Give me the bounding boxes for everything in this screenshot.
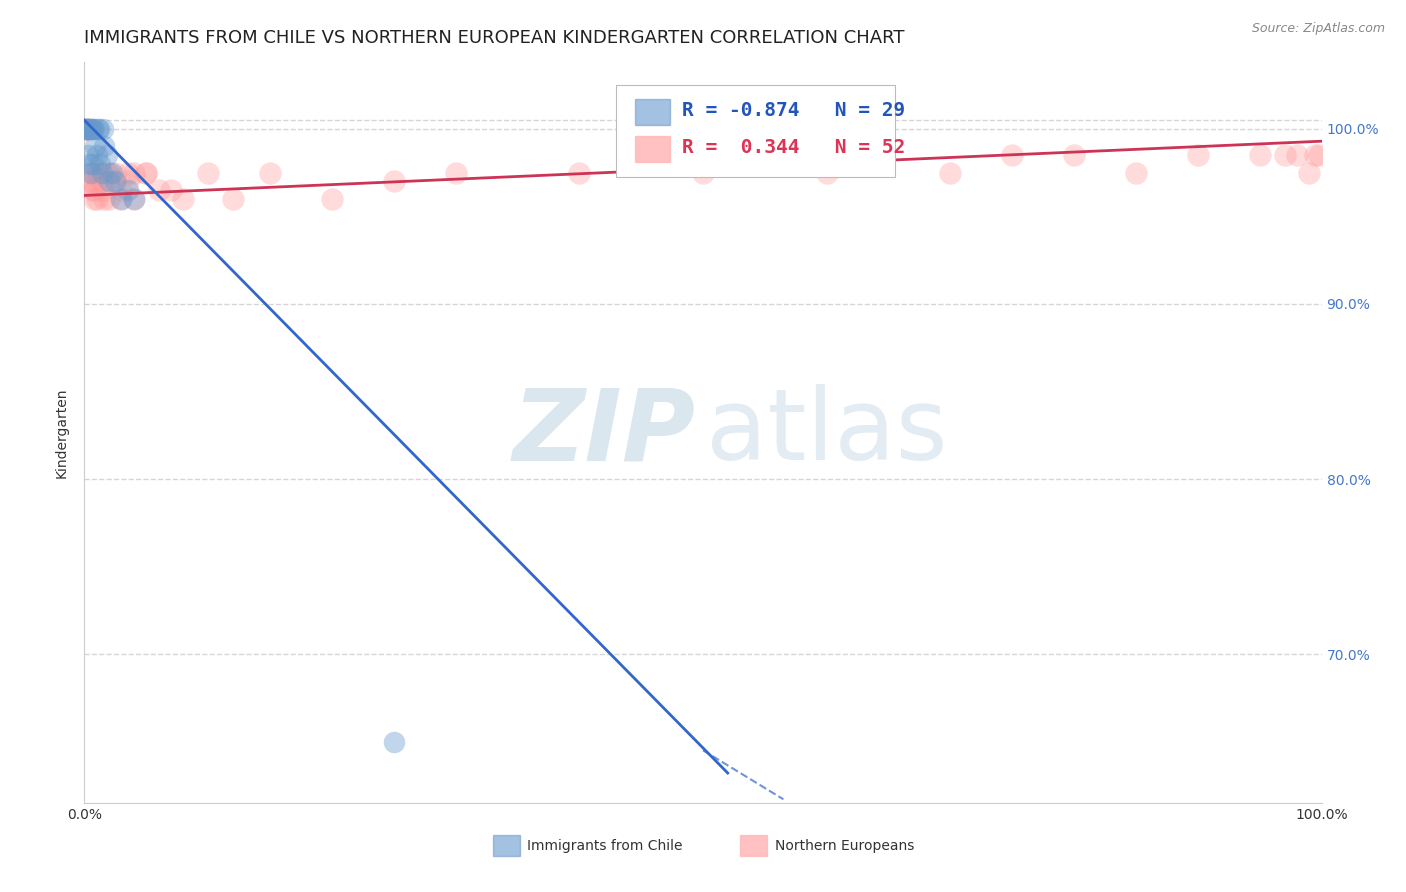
Point — [86, 174, 108, 188]
Text: Northern Europeans: Northern Europeans — [775, 838, 914, 853]
Point — [82, 122, 104, 136]
Point — [939, 166, 962, 180]
Point — [79, 166, 101, 180]
Y-axis label: Kindergarten: Kindergarten — [55, 387, 69, 478]
Point — [1249, 148, 1271, 162]
Text: atlas: atlas — [706, 384, 948, 481]
Point — [87, 122, 110, 136]
Text: Immigrants from Chile: Immigrants from Chile — [527, 838, 683, 853]
Point — [79, 122, 101, 136]
Point — [90, 166, 112, 180]
Point — [1274, 148, 1296, 162]
Point — [89, 122, 111, 136]
Point — [815, 166, 838, 180]
Point — [568, 166, 591, 180]
Point — [259, 166, 281, 180]
Point — [75, 122, 97, 136]
Point — [104, 174, 127, 188]
Point — [104, 166, 127, 180]
Point — [79, 157, 101, 171]
Point — [98, 174, 121, 188]
Point — [84, 166, 107, 180]
Point — [93, 192, 115, 206]
Point — [80, 174, 103, 188]
FancyBboxPatch shape — [636, 136, 669, 162]
Point — [1285, 148, 1308, 162]
Point — [77, 122, 100, 136]
Point — [110, 192, 132, 206]
FancyBboxPatch shape — [616, 85, 894, 178]
Point — [77, 148, 100, 162]
Text: Source: ZipAtlas.com: Source: ZipAtlas.com — [1251, 22, 1385, 36]
Point — [117, 166, 139, 180]
Point — [80, 122, 103, 136]
Point — [75, 122, 97, 136]
Point — [79, 174, 101, 188]
Point — [77, 122, 100, 136]
Point — [100, 166, 122, 180]
FancyBboxPatch shape — [492, 836, 520, 856]
Point — [96, 148, 118, 162]
Point — [122, 166, 145, 180]
Point — [76, 122, 98, 136]
Text: ZIP: ZIP — [513, 384, 696, 481]
Point — [1063, 148, 1085, 162]
Text: IMMIGRANTS FROM CHILE VS NORTHERN EUROPEAN KINDERGARTEN CORRELATION CHART: IMMIGRANTS FROM CHILE VS NORTHERN EUROPE… — [84, 29, 905, 47]
Point — [96, 166, 118, 180]
Point — [135, 166, 157, 180]
Point — [83, 192, 105, 206]
Point — [160, 183, 183, 197]
Point — [104, 174, 127, 188]
Point — [89, 166, 111, 180]
Point — [117, 174, 139, 188]
Point — [172, 192, 194, 206]
Point — [117, 183, 139, 197]
Point — [83, 183, 105, 197]
Point — [692, 166, 714, 180]
Point — [89, 157, 111, 171]
Point — [222, 192, 245, 206]
Point — [73, 122, 96, 136]
Point — [79, 122, 101, 136]
Point — [76, 122, 98, 136]
Point — [135, 166, 157, 180]
Text: R = -0.874   N = 29: R = -0.874 N = 29 — [682, 101, 905, 120]
Point — [91, 183, 114, 197]
Point — [444, 166, 467, 180]
Point — [1187, 148, 1209, 162]
Point — [197, 166, 219, 180]
Point — [110, 192, 132, 206]
Point — [86, 148, 108, 162]
Point — [90, 174, 112, 188]
FancyBboxPatch shape — [636, 99, 669, 126]
Point — [82, 183, 104, 197]
Point — [382, 734, 405, 748]
Point — [122, 192, 145, 206]
Point — [91, 122, 114, 136]
FancyBboxPatch shape — [740, 836, 768, 856]
Point — [86, 192, 108, 206]
Point — [98, 166, 121, 180]
Point — [148, 183, 170, 197]
Point — [321, 192, 343, 206]
Point — [93, 139, 115, 153]
Point — [84, 139, 107, 153]
Point — [98, 192, 121, 206]
Point — [1125, 166, 1147, 180]
Point — [1001, 148, 1024, 162]
Point — [122, 192, 145, 206]
Point — [1305, 148, 1327, 162]
Text: R =  0.344   N = 52: R = 0.344 N = 52 — [682, 138, 905, 157]
Point — [82, 157, 104, 171]
Point — [79, 166, 101, 180]
Point — [382, 174, 405, 188]
Point — [1308, 148, 1330, 162]
Point — [83, 122, 105, 136]
Point — [1298, 166, 1320, 180]
Point — [110, 183, 132, 197]
